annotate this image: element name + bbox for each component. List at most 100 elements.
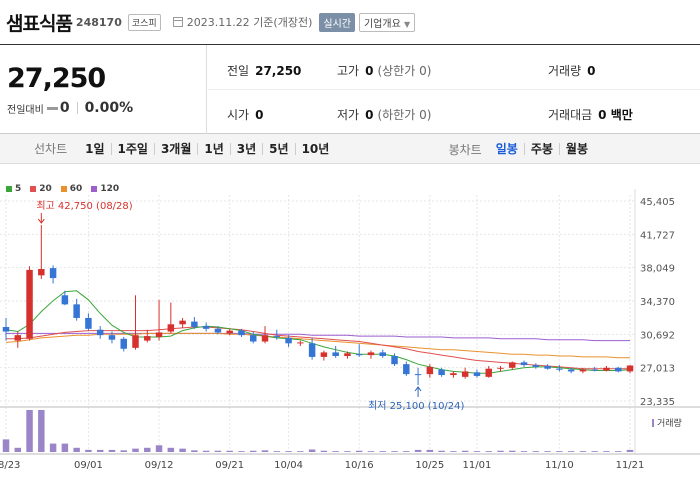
current-price: 27,250 [7, 63, 106, 94]
candle-chart-label: 봉차트 [448, 142, 482, 157]
change-row: 전일대비 0 0.00% [7, 100, 133, 116]
candle-body [426, 366, 434, 375]
market-badge: 코스피 [127, 13, 161, 31]
volume-bar [250, 450, 257, 452]
volume-bar [391, 451, 398, 452]
company-overview-button[interactable]: 기업개요 ▼ [358, 12, 416, 32]
volume-label: 거래량 [657, 417, 682, 429]
candle-body [191, 321, 198, 328]
y-tick-label: 38,049 [640, 264, 675, 275]
volume-bar [520, 451, 528, 452]
volume-bar [403, 451, 410, 452]
x-tick-label: 11/21 [616, 460, 645, 471]
line-chart-label: 선차트 [34, 142, 68, 156]
legend-ma20[interactable]: 20 [30, 184, 52, 194]
period-3m[interactable]: 3개월 [153, 142, 197, 155]
volume-bar [320, 450, 328, 452]
candle-body [226, 330, 233, 334]
candle-body [509, 362, 516, 368]
x-tick-label: 08/23 [0, 460, 20, 471]
volume: 거래량 0 [548, 64, 596, 78]
candle-body [473, 372, 481, 376]
open-price: 시가 0 [227, 108, 264, 122]
candle-body [344, 353, 351, 357]
volume-bar [214, 450, 222, 452]
legend-ma5[interactable]: 5 [6, 184, 21, 194]
volume-bar [14, 447, 22, 452]
volume-bar [497, 450, 504, 452]
x-tick-label: 10/04 [274, 460, 303, 471]
price-box: 27,250 전일대비 0 0.00% [0, 45, 207, 134]
high-price: 고가 0 (상한가 0) [337, 64, 432, 78]
x-tick-label: 09/12 [145, 460, 174, 471]
candle-body [320, 352, 328, 357]
volume-bar [155, 445, 163, 452]
y-tick-label: 34,370 [640, 297, 675, 308]
volume-bar [96, 449, 104, 452]
ma5-line [5, 290, 631, 374]
volume-bar [426, 449, 434, 452]
candle-body [14, 335, 22, 341]
volume-bar [344, 451, 351, 452]
change-label: 전일대비 [7, 104, 44, 116]
volume-bar [556, 451, 563, 452]
candle-body [603, 367, 610, 371]
ma60-line [5, 332, 630, 359]
volume-bar [132, 448, 139, 452]
period-10y[interactable]: 10년 [294, 142, 336, 155]
period-5y[interactable]: 5년 [262, 142, 294, 155]
candle-body [2, 327, 10, 332]
x-tick-label: 09/21 [215, 460, 244, 471]
candle-body [73, 304, 80, 318]
period-1w[interactable]: 1주일 [110, 142, 154, 155]
volume-bar [379, 451, 386, 452]
period-1y[interactable]: 1년 [197, 142, 229, 155]
x-tick-label: 10/16 [345, 460, 374, 471]
low-price: 저가 0 (하한가 0) [337, 108, 432, 122]
volume-bar [144, 447, 151, 452]
candle-body [250, 335, 257, 342]
candle-body [214, 328, 222, 333]
candle-body [132, 335, 139, 348]
candlestick-chart[interactable]: 45,405 41,727 38,049 34,370 30,692 27,013 23,3… [0, 165, 700, 490]
stock-code: 248170 [75, 15, 122, 29]
volume-bar [261, 450, 269, 452]
candle-body [497, 367, 504, 369]
volume-bar [414, 449, 422, 452]
volume-bar [532, 451, 540, 452]
calendar-icon [172, 17, 183, 27]
volume-bar [120, 450, 127, 452]
candle-body [591, 369, 598, 371]
legend-ma120[interactable]: 120 [91, 184, 119, 194]
candle-monthly[interactable]: 월봉 [558, 143, 594, 155]
candle-body [520, 362, 528, 366]
volume-bar [273, 451, 281, 452]
ma120-line [6, 332, 630, 342]
volume-bar [473, 451, 481, 452]
volume-bar [567, 451, 575, 452]
candle-body [379, 352, 386, 357]
flat-icon [46, 106, 58, 110]
volume-bar [73, 447, 80, 452]
candle-body [414, 374, 422, 376]
period-1d[interactable]: 1일 [85, 141, 105, 156]
realtime-button[interactable]: 실시간 [319, 12, 355, 32]
candle-body [532, 365, 540, 367]
candle-body [238, 330, 245, 336]
divider [76, 102, 78, 114]
candle-body [450, 373, 457, 376]
volume-bar [544, 451, 551, 452]
period-3y[interactable]: 3년 [229, 142, 262, 155]
volume-bar [108, 449, 116, 452]
volume-bar [367, 451, 375, 452]
candle-weekly[interactable]: 주봉 [523, 143, 559, 155]
candle-body [155, 332, 163, 337]
candle-daily[interactable]: 일봉 [495, 142, 518, 156]
volume-bar [614, 451, 622, 452]
volume-bar [85, 449, 92, 452]
divider [208, 89, 700, 90]
legend-ma60[interactable]: 60 [60, 184, 82, 194]
candle-group: 봉차트 일봉 주봉 월봉 [449, 134, 594, 164]
candle-body [297, 342, 304, 344]
candle-body [355, 354, 363, 356]
